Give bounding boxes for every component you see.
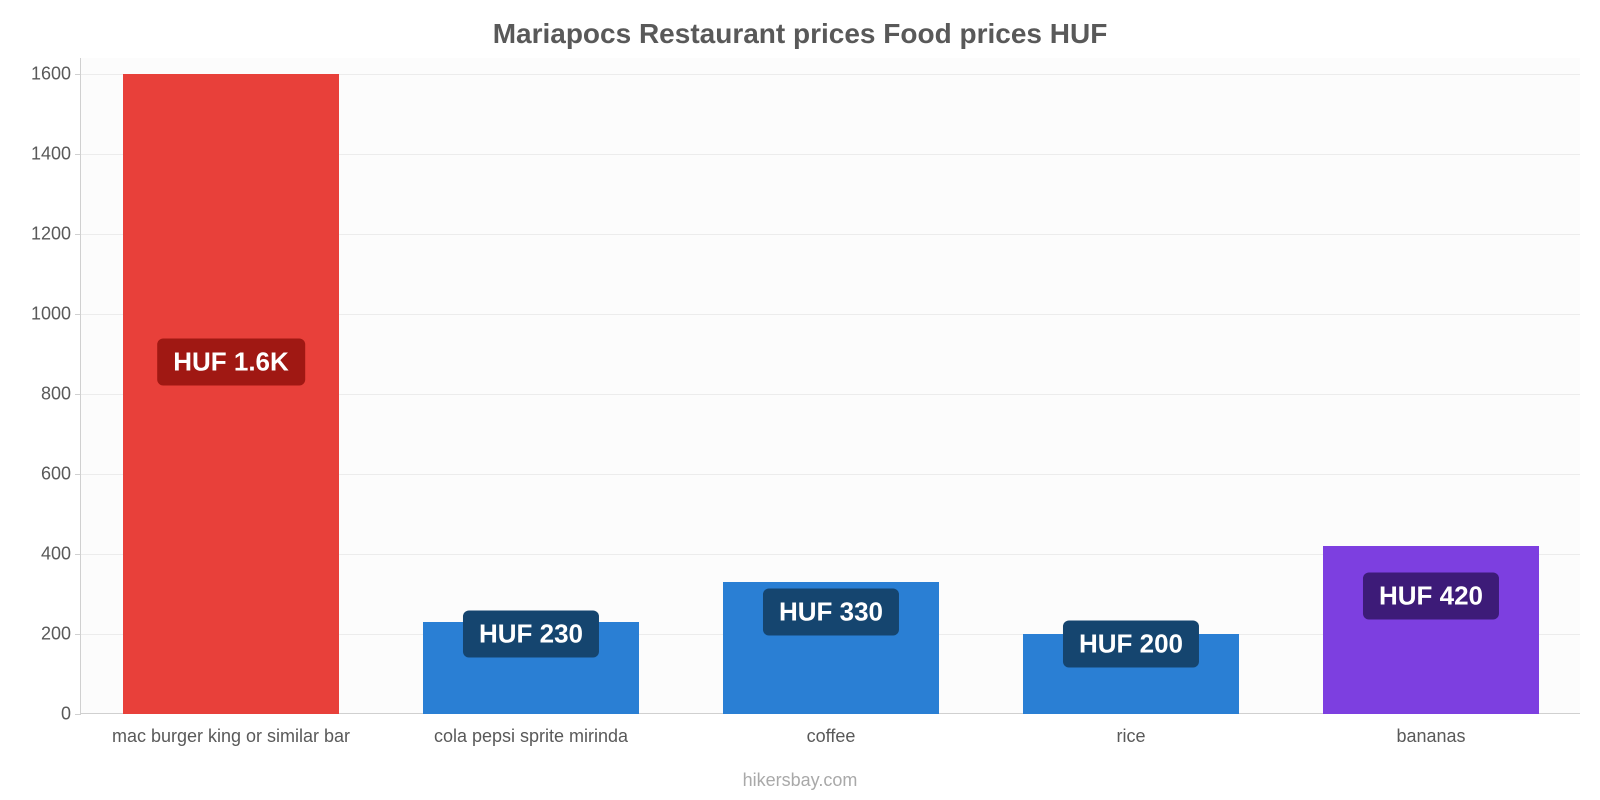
x-category-label: coffee: [807, 714, 856, 747]
y-tick-label: 1600: [31, 64, 81, 85]
bar: [1323, 546, 1539, 714]
y-tick-label: 600: [41, 464, 81, 485]
y-tick-label: 1000: [31, 304, 81, 325]
x-category-label: mac burger king or similar bar: [112, 714, 350, 747]
value-label: HUF 230: [463, 611, 599, 658]
value-label: HUF 420: [1363, 573, 1499, 620]
y-tick-label: 1200: [31, 224, 81, 245]
y-tick-label: 1400: [31, 144, 81, 165]
y-tick-label: 800: [41, 384, 81, 405]
bar-chart: Mariapocs Restaurant prices Food prices …: [0, 0, 1600, 800]
value-label: HUF 200: [1063, 621, 1199, 668]
plot-area: 02004006008001000120014001600HUF 1.6Kmac…: [80, 58, 1580, 714]
value-label: HUF 1.6K: [157, 339, 305, 386]
chart-title: Mariapocs Restaurant prices Food prices …: [0, 18, 1600, 50]
x-category-label: cola pepsi sprite mirinda: [434, 714, 628, 747]
x-category-label: bananas: [1396, 714, 1465, 747]
x-category-label: rice: [1116, 714, 1145, 747]
y-tick-label: 0: [61, 704, 81, 725]
source-caption: hikersbay.com: [0, 770, 1600, 791]
value-label: HUF 330: [763, 589, 899, 636]
y-tick-label: 400: [41, 544, 81, 565]
y-tick-label: 200: [41, 624, 81, 645]
bar: [123, 74, 339, 714]
